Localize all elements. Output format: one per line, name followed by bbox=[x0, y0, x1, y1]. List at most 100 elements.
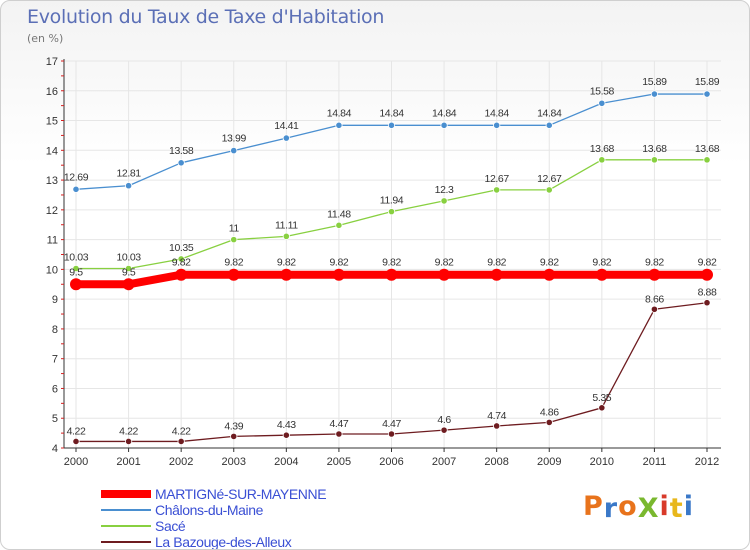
data-point bbox=[124, 437, 133, 446]
data-point bbox=[703, 299, 711, 307]
data-labels-3: 4.22 4.22 4.22 4.39 4.43 4.47 4.47 4.6 4.74 4.86 5… bbox=[67, 287, 718, 438]
x-tick-label: 2004 bbox=[274, 456, 298, 468]
x-tick-label: 2006 bbox=[379, 456, 403, 468]
data-label: 9.82 bbox=[382, 257, 401, 269]
logo-letter: o bbox=[618, 491, 638, 522]
data-point bbox=[177, 255, 185, 263]
x-tick-label: 2009 bbox=[537, 456, 561, 468]
data-point bbox=[332, 268, 345, 281]
data-point bbox=[124, 182, 133, 190]
y-axis-ticks: 4 5 6 7 8 9 10 11 12 13 14 15 16 17 bbox=[46, 56, 64, 455]
data-label: 11.94 bbox=[380, 195, 404, 207]
data-point bbox=[493, 422, 501, 430]
data-label: 13.99 bbox=[222, 133, 247, 145]
data-label: 13.58 bbox=[169, 145, 194, 157]
data-point bbox=[598, 156, 606, 164]
data-point bbox=[72, 437, 80, 446]
y-tick-label: 12 bbox=[46, 205, 58, 217]
data-point bbox=[387, 121, 396, 129]
legend-swatch bbox=[101, 525, 151, 527]
data-label: 9.82 bbox=[592, 257, 611, 269]
data-label: 9.82 bbox=[487, 257, 506, 269]
data-label: 9.82 bbox=[329, 257, 348, 269]
data-label: 12.67 bbox=[537, 173, 562, 185]
data-point bbox=[598, 404, 606, 412]
y-tick-label: 6 bbox=[52, 383, 58, 395]
legend-label: Sacé bbox=[155, 518, 186, 534]
data-point bbox=[335, 121, 343, 129]
legend-label: MARTIGNé-SUR-MAYENNE bbox=[155, 486, 327, 502]
x-tick-label: 2005 bbox=[327, 456, 351, 468]
data-label: 4.74 bbox=[487, 410, 506, 422]
data-label: 14.84 bbox=[379, 107, 404, 119]
data-label: 15.89 bbox=[695, 76, 720, 88]
legend-label: La Bazouge-des-Alleux bbox=[155, 534, 292, 550]
data-point bbox=[545, 121, 553, 129]
y-tick-label: 17 bbox=[46, 56, 58, 68]
data-label: 4.43 bbox=[277, 419, 296, 431]
data-label: 15.89 bbox=[642, 76, 667, 88]
data-point bbox=[440, 426, 448, 434]
y-tick-label: 11 bbox=[47, 235, 58, 247]
data-point bbox=[493, 186, 501, 194]
data-point bbox=[703, 90, 711, 98]
logo-letter: X bbox=[637, 493, 660, 524]
series-3 bbox=[72, 299, 711, 446]
data-point bbox=[387, 430, 396, 438]
series-2 bbox=[72, 156, 711, 273]
legend-item: MARTIGNé-SUR-MAYENNE bbox=[101, 486, 327, 502]
y-tick-label: 8 bbox=[52, 324, 58, 336]
x-tick-label: 2002 bbox=[169, 456, 193, 468]
data-point bbox=[335, 430, 343, 438]
x-tick-label: 2010 bbox=[590, 456, 614, 468]
data-label: 4.47 bbox=[382, 418, 401, 430]
data-label: 11.48 bbox=[327, 208, 351, 220]
data-label: 13.68 bbox=[695, 143, 720, 155]
x-tick-label: 2007 bbox=[432, 456, 456, 468]
data-label: 9.82 bbox=[540, 257, 559, 269]
data-point bbox=[648, 268, 661, 281]
data-label: 9.5 bbox=[122, 266, 136, 278]
data-label: 4.22 bbox=[67, 425, 86, 437]
y-tick-label: 13 bbox=[46, 175, 58, 187]
data-label: 9.82 bbox=[645, 257, 664, 269]
data-point bbox=[703, 156, 711, 164]
data-point bbox=[70, 278, 82, 291]
data-label: 4.47 bbox=[329, 418, 348, 430]
y-tick-label: 7 bbox=[52, 354, 58, 366]
data-label: 14.84 bbox=[432, 107, 457, 119]
data-label: 10.03 bbox=[64, 251, 89, 263]
y-tick-label: 10 bbox=[46, 264, 58, 276]
data-point bbox=[650, 90, 659, 98]
data-point bbox=[280, 268, 293, 281]
data-point bbox=[440, 197, 448, 205]
data-label: 10.03 bbox=[116, 251, 141, 263]
data-label: 12.81 bbox=[116, 168, 141, 180]
data-label: 14.84 bbox=[537, 107, 562, 119]
data-label: 9.5 bbox=[69, 266, 83, 278]
legend-item: La Bazouge-des-Alleux bbox=[101, 534, 326, 550]
data-label: 9.82 bbox=[172, 257, 191, 269]
series-0 bbox=[70, 268, 713, 291]
chart-title: Evolution du Taux de Taxe d'Habitation bbox=[27, 6, 385, 28]
data-point bbox=[701, 268, 713, 281]
data-point bbox=[72, 185, 80, 193]
x-tick-label: 2011 bbox=[643, 456, 667, 468]
logo-letter: P bbox=[583, 491, 604, 522]
data-point bbox=[543, 268, 556, 281]
data-label: 4.86 bbox=[540, 406, 559, 418]
data-label: 9.82 bbox=[277, 257, 296, 269]
data-point bbox=[282, 232, 290, 240]
data-point bbox=[282, 431, 290, 439]
data-point bbox=[227, 268, 240, 281]
legend-swatch bbox=[101, 490, 151, 498]
legend: MARTIGNé-SUR-MAYENNE Châlons-du-Maine Sacé… bbox=[101, 486, 327, 550]
y-tick-label: 9 bbox=[52, 294, 58, 306]
x-tick-label: 2008 bbox=[484, 456, 508, 468]
data-point bbox=[177, 437, 185, 446]
proxiti-logo: ProXiti bbox=[583, 491, 694, 524]
data-point bbox=[175, 268, 188, 281]
data-point bbox=[545, 418, 553, 426]
data-point bbox=[545, 186, 553, 194]
